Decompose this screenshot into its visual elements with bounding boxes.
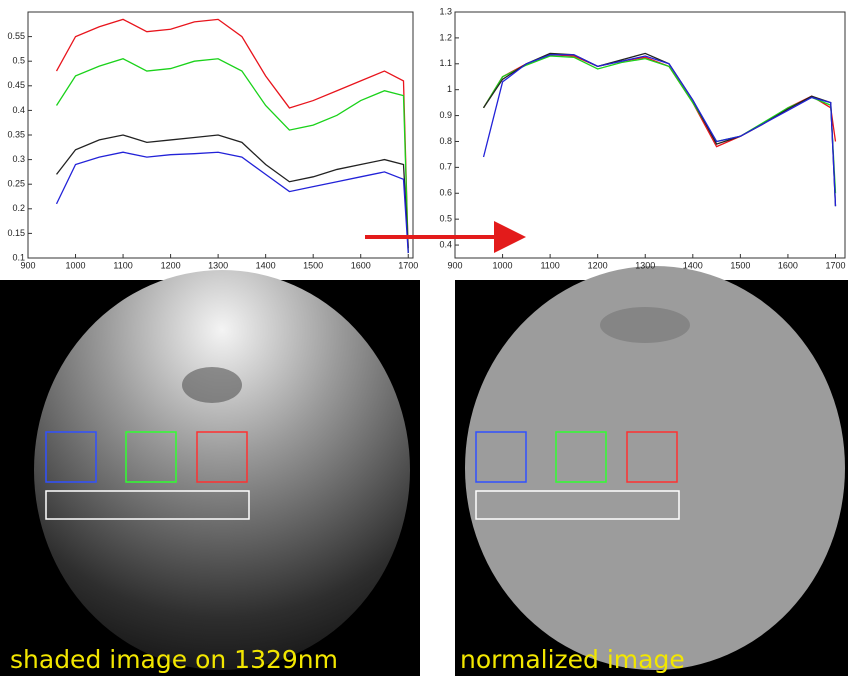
y-tick-label: 0.6 (439, 188, 452, 198)
x-tick-label: 1400 (683, 260, 703, 270)
x-tick-label: 1400 (256, 260, 276, 270)
x-tick-label: 1000 (66, 260, 86, 270)
y-tick-label: 1.2 (439, 32, 452, 42)
y-tick-label: 0.1 (12, 252, 25, 262)
y-tick-label: 1.1 (439, 58, 452, 68)
x-tick-label: 1200 (161, 260, 181, 270)
x-tick-label: 1300 (208, 260, 228, 270)
y-tick-label: 0.45 (7, 80, 25, 90)
x-tick-label: 1600 (778, 260, 798, 270)
x-tick-label: 1700 (398, 260, 418, 270)
y-tick-label: 0.5 (439, 214, 452, 224)
caption: normalized image (460, 645, 685, 674)
y-tick-label: 0.7 (439, 162, 452, 172)
x-tick-label: 1300 (635, 260, 655, 270)
panel-left-image (0, 270, 420, 676)
x-tick-label: 1500 (303, 260, 323, 270)
plot-area (455, 12, 845, 258)
y-tick-label: 0.8 (439, 136, 452, 146)
y-tick-label: 1 (447, 84, 452, 94)
x-tick-label: 1000 (493, 260, 513, 270)
caption: shaded image on 1329nm (10, 645, 338, 674)
y-tick-label: 0.4 (12, 105, 25, 115)
y-tick-label: 0.3 (12, 154, 25, 164)
y-tick-label: 0.2 (12, 203, 25, 213)
x-tick-label: 1600 (351, 260, 371, 270)
x-tick-label: 1100 (540, 260, 559, 270)
plot-area (28, 12, 413, 258)
panel-right-image (455, 266, 848, 676)
x-tick-label: 900 (447, 260, 462, 270)
y-tick-label: 0.4 (439, 239, 452, 249)
x-tick-label: 1200 (588, 260, 608, 270)
x-tick-label: 1500 (730, 260, 750, 270)
y-tick-label: 0.55 (7, 31, 25, 41)
y-tick-label: 0.5 (12, 56, 25, 66)
y-tick-label: 0.25 (7, 179, 25, 189)
y-tick-label: 1.3 (439, 6, 452, 16)
x-tick-label: 1100 (113, 260, 132, 270)
y-tick-label: 0.15 (7, 228, 25, 238)
y-tick-label: 0.35 (7, 129, 25, 139)
y-tick-label: 0.9 (439, 110, 452, 120)
x-tick-label: 1700 (825, 260, 845, 270)
figure: shaded image on 1329nm normalized image … (0, 0, 848, 676)
page: {"chart_data": [ {"type": "line", "x": [… (0, 0, 848, 676)
